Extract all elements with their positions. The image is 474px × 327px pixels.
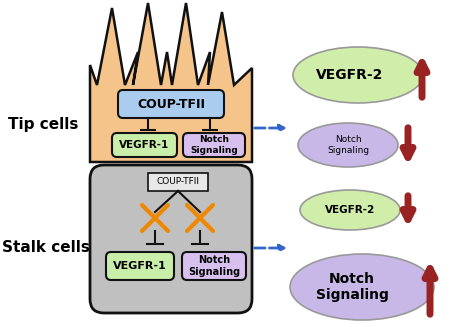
Ellipse shape	[293, 47, 423, 103]
FancyBboxPatch shape	[183, 133, 245, 157]
Text: Notch
Signaling: Notch Signaling	[188, 255, 240, 277]
Text: VEGFR-1: VEGFR-1	[113, 261, 167, 271]
Text: VEGFR-2: VEGFR-2	[325, 205, 375, 215]
Ellipse shape	[290, 254, 434, 320]
Text: VEGFR-1: VEGFR-1	[119, 140, 170, 150]
Polygon shape	[90, 3, 252, 162]
FancyBboxPatch shape	[106, 252, 174, 280]
Text: Notch
Signaling: Notch Signaling	[190, 135, 238, 155]
Text: Notch
Signaling: Notch Signaling	[327, 135, 369, 155]
Text: VEGFR-2: VEGFR-2	[316, 68, 383, 82]
Text: Stalk cells: Stalk cells	[2, 240, 90, 255]
Text: Tip cells: Tip cells	[8, 117, 78, 132]
FancyBboxPatch shape	[182, 252, 246, 280]
FancyBboxPatch shape	[118, 90, 224, 118]
Text: COUP-TFII: COUP-TFII	[156, 178, 200, 186]
Text: Notch
Signaling: Notch Signaling	[316, 272, 388, 302]
FancyBboxPatch shape	[112, 133, 177, 157]
Ellipse shape	[298, 123, 398, 167]
FancyBboxPatch shape	[90, 165, 252, 313]
Bar	[148, 173, 208, 191]
Ellipse shape	[300, 190, 400, 230]
Text: COUP-TFII: COUP-TFII	[137, 97, 205, 111]
